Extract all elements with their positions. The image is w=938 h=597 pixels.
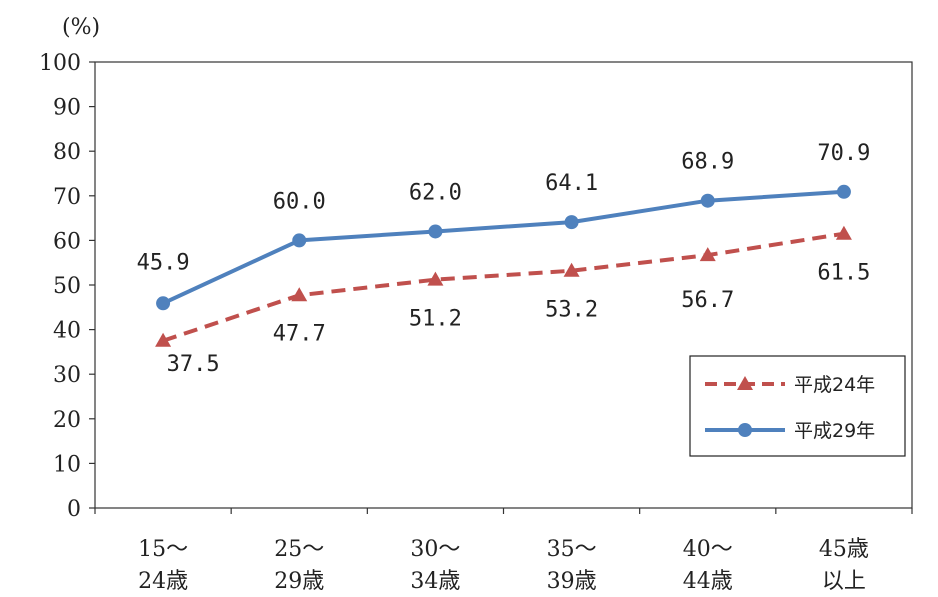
x-category-label: 15～ 24歳: [138, 537, 188, 594]
series-heisei29-point: [700, 193, 715, 208]
data-label-heisei24: 61.5: [817, 261, 870, 286]
data-label-heisei24: 37.5: [167, 352, 220, 377]
data-label-heisei29: 45.9: [137, 250, 190, 275]
series-heisei29-point: [836, 184, 851, 199]
legend-heisei24-marker: [737, 376, 753, 390]
series-heisei24-line: [162, 231, 845, 343]
y-tick-label: 30: [53, 363, 81, 388]
series-heisei29-point: [156, 296, 171, 311]
y-tick-label: 70: [53, 185, 81, 210]
series-heisei24-point: [155, 332, 172, 347]
data-label-heisei29: 64.1: [545, 171, 598, 196]
y-tick-label: 10: [53, 452, 81, 477]
series-heisei29-point: [292, 233, 307, 248]
series-heisei24-point: [699, 247, 716, 262]
y-tick-label: 90: [53, 96, 81, 121]
data-label-heisei29: 70.9: [817, 141, 870, 166]
legend-heisei29-marker: [738, 423, 752, 437]
y-tick-label: 80: [53, 140, 81, 165]
series-heisei24-point: [291, 287, 308, 302]
legend-box: [689, 355, 906, 457]
legend-heisei29-label: 平成29年: [794, 420, 875, 442]
y-tick-label: 60: [53, 229, 81, 254]
data-label-heisei29: 62.0: [409, 180, 462, 205]
x-category-label: 40～ 44歳: [683, 537, 733, 594]
x-category-label: 30～ 34歳: [410, 537, 460, 594]
data-label-heisei24: 53.2: [545, 298, 598, 323]
series-heisei24-point: [835, 225, 852, 240]
x-category-label: 25～ 29歳: [274, 537, 324, 594]
data-label-heisei29: 68.9: [681, 150, 734, 175]
series-heisei24-point: [427, 271, 444, 286]
y-tick-label: 100: [39, 51, 81, 76]
x-category-label: 45歳以上: [819, 537, 869, 594]
data-label-heisei24: 47.7: [273, 321, 326, 346]
data-label-heisei24: 56.7: [681, 288, 734, 313]
series-heisei29-point: [428, 224, 443, 239]
x-category-label: 35～ 39歳: [547, 537, 597, 594]
y-tick-label: 0: [67, 497, 81, 522]
data-label-heisei29: 60.0: [273, 189, 326, 214]
y-unit-label: (%): [62, 15, 100, 40]
data-label-heisei24: 51.2: [409, 307, 462, 332]
series-heisei24-point: [563, 262, 580, 277]
series-heisei29-line: [162, 189, 845, 306]
y-tick-label: 50: [53, 274, 81, 299]
y-tick-label: 40: [53, 319, 81, 344]
legend-heisei24-label: 平成24年: [794, 374, 875, 396]
y-tick-label: 20: [53, 408, 81, 433]
series-heisei29-point: [564, 215, 579, 230]
